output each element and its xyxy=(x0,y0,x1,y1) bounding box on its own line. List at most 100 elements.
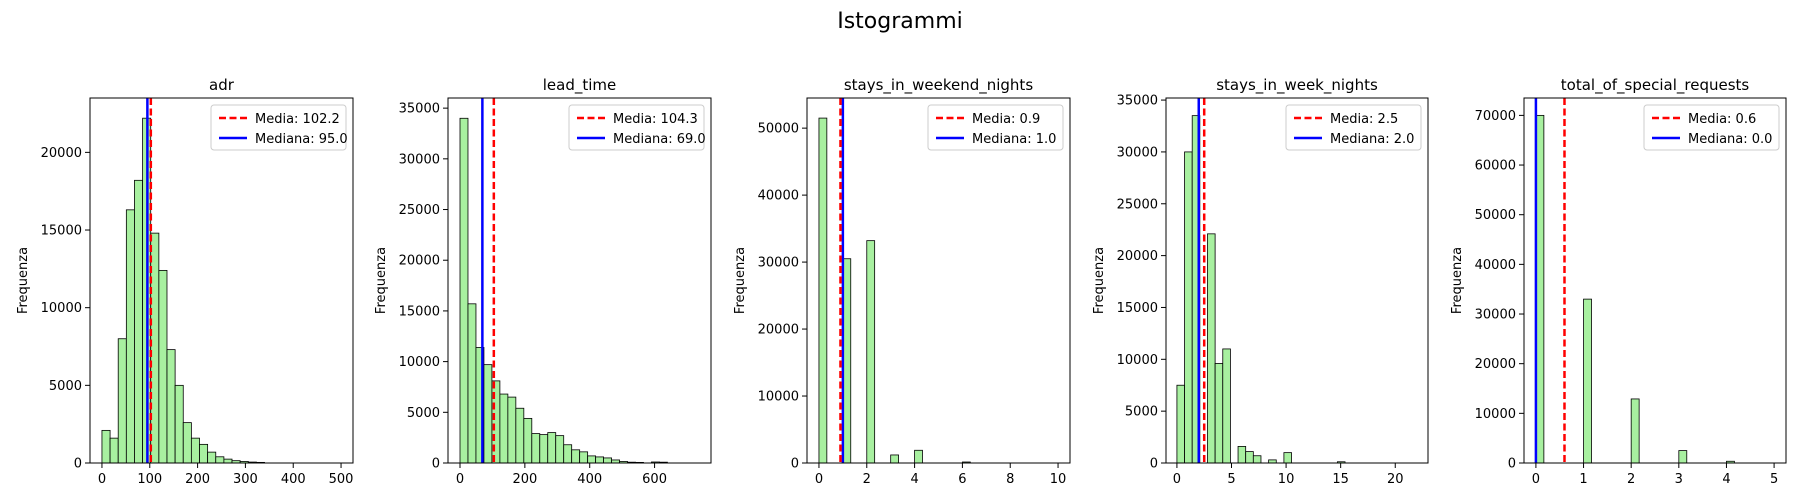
legend-mean-label: Media: 0.9 xyxy=(972,112,1040,127)
legend: Media: 104.3 Mediana: 69.0 xyxy=(568,104,706,151)
y-tick-label: 20000 xyxy=(758,323,799,338)
y-tick-label: 5000 xyxy=(407,406,440,421)
y-tick-label: 10000 xyxy=(399,355,440,370)
y-tick-label: 35000 xyxy=(1117,94,1158,109)
histogram-bar xyxy=(109,437,119,464)
histogram-bar xyxy=(523,417,533,464)
chart-panel-1: 0 200 400 600 0 5000 10000 15000 20000 25000 30000… xyxy=(374,76,712,487)
y-tick-label: 40000 xyxy=(758,189,799,204)
histogram-bar xyxy=(818,117,828,464)
legend-median-label: Mediana: 0.0 xyxy=(1688,132,1772,147)
histogram-bar xyxy=(223,458,233,464)
y-tick-label: 10000 xyxy=(41,301,82,316)
x-tick-label: 10 xyxy=(1050,472,1067,487)
x-tick-label: 200 xyxy=(185,472,210,487)
x-tick-label: 3 xyxy=(1675,472,1683,487)
y-tick-label: 30000 xyxy=(1117,145,1158,160)
histogram-bar xyxy=(1678,450,1688,464)
histogram-bar xyxy=(866,240,876,464)
histogram-bar xyxy=(1214,363,1224,464)
chart-panel-3: 0 5 10 15 20 0 5000 10000 15000 20000 25000 30000 35… xyxy=(1092,76,1429,487)
x-tick-label: 2 xyxy=(1627,472,1635,487)
y-axis-label: Frequenza xyxy=(16,247,31,314)
y-axis-label: Frequenza xyxy=(1092,247,1107,314)
legend-mean-label: Media: 102.2 xyxy=(255,112,340,127)
y-tick-label: 15000 xyxy=(1117,301,1158,316)
y-tick-label: 40000 xyxy=(1475,258,1516,273)
histogram-bar xyxy=(890,454,899,464)
chart-title: total_of_special_requests xyxy=(1561,76,1750,95)
x-tick-label: 0 xyxy=(456,472,464,487)
x-tick-label: 4 xyxy=(910,472,918,487)
y-tick-label: 5000 xyxy=(1125,405,1158,420)
legend-median-label: Mediana: 2.0 xyxy=(1330,132,1414,147)
y-tick-label: 0 xyxy=(432,457,440,472)
histogram-bar xyxy=(215,456,225,464)
histogram-bar xyxy=(563,444,573,464)
chart-title: adr xyxy=(209,76,235,94)
histogram-bar xyxy=(174,384,184,464)
histogram-bar xyxy=(595,456,604,464)
histogram-bar xyxy=(190,437,200,464)
y-tick-label: 30000 xyxy=(758,256,799,271)
x-tick-label: 5 xyxy=(1770,472,1778,487)
axes-frame xyxy=(1523,97,1787,464)
histogram-bar xyxy=(515,407,525,464)
histogram-bar xyxy=(539,434,549,464)
y-axis-label: Frequenza xyxy=(1450,247,1465,314)
histogram-bar xyxy=(507,396,517,464)
chart-panel-0: 0 100 200 300 400 50005000100001500020000adrF… xyxy=(16,76,354,487)
histogram-bar xyxy=(547,432,557,464)
x-tick-label: 15 xyxy=(1332,472,1349,487)
x-tick-label: 400 xyxy=(577,472,602,487)
legend: Media: 102.2 Mediana: 95.0 xyxy=(210,104,348,151)
y-tick-label: 10000 xyxy=(758,390,799,405)
histogram-bar xyxy=(117,338,127,464)
y-axis-label: Frequenza xyxy=(733,247,748,314)
x-tick-label: 0 xyxy=(815,472,823,487)
y-tick-label: 30000 xyxy=(1475,308,1516,323)
legend-mean-label: Media: 0.6 xyxy=(1688,112,1756,127)
histogram-bar xyxy=(467,303,477,464)
y-tick-label: 60000 xyxy=(1475,159,1516,174)
x-tick-label: 0 xyxy=(1532,472,1540,487)
figure-title: Istogrammi xyxy=(837,9,963,34)
x-tick-label: 5 xyxy=(1227,472,1235,487)
histogram-bar xyxy=(914,449,923,464)
x-tick-label: 10 xyxy=(1278,472,1295,487)
y-tick-label: 30000 xyxy=(399,152,440,167)
histogram-bar xyxy=(555,435,565,464)
x-tick-label: 4 xyxy=(1722,472,1730,487)
y-tick-label: 20000 xyxy=(1117,249,1158,264)
x-tick-label: 6 xyxy=(958,472,966,487)
chart-title: stays_in_week_nights xyxy=(1216,76,1378,95)
histogram-bar xyxy=(603,457,612,464)
y-tick-label: 50000 xyxy=(1475,208,1516,223)
chart-title: stays_in_weekend_nights xyxy=(844,76,1033,95)
histogram-bar xyxy=(125,209,135,464)
x-tick-label: 500 xyxy=(329,472,354,487)
histogram-bar xyxy=(1184,151,1193,464)
chart-panel-4: 0 1 2 3 4 5 0 10000 20000 30000 40000 50000 60000 700… xyxy=(1450,76,1787,487)
chart-title: lead_time xyxy=(543,76,617,95)
legend-mean-label: Media: 2.5 xyxy=(1330,112,1398,127)
y-tick-label: 20000 xyxy=(399,254,440,269)
y-tick-label: 20000 xyxy=(1475,357,1516,372)
histogram-bar xyxy=(166,349,176,464)
x-tick-label: 1 xyxy=(1579,472,1587,487)
legend-mean-label: Media: 104.3 xyxy=(613,112,698,127)
x-tick-label: 400 xyxy=(281,472,306,487)
x-tick-label: 0 xyxy=(1173,472,1181,487)
y-tick-label: 35000 xyxy=(399,102,440,117)
legend: Media: 0.6 Mediana: 0.0 xyxy=(1643,104,1780,151)
histogram-bar xyxy=(199,443,209,464)
histogram-bar xyxy=(571,449,581,464)
axes-frame xyxy=(1165,97,1429,464)
legend-median-label: Mediana: 69.0 xyxy=(613,132,706,147)
x-tick-label: 300 xyxy=(233,472,258,487)
x-tick-label: 100 xyxy=(137,472,162,487)
chart-panel-2: 0 2 4 6 8 10 0 10000 20000 30000 40000 50000 stays_i… xyxy=(733,76,1071,487)
histogram-bar xyxy=(101,429,111,464)
y-tick-label: 10000 xyxy=(1117,353,1158,368)
